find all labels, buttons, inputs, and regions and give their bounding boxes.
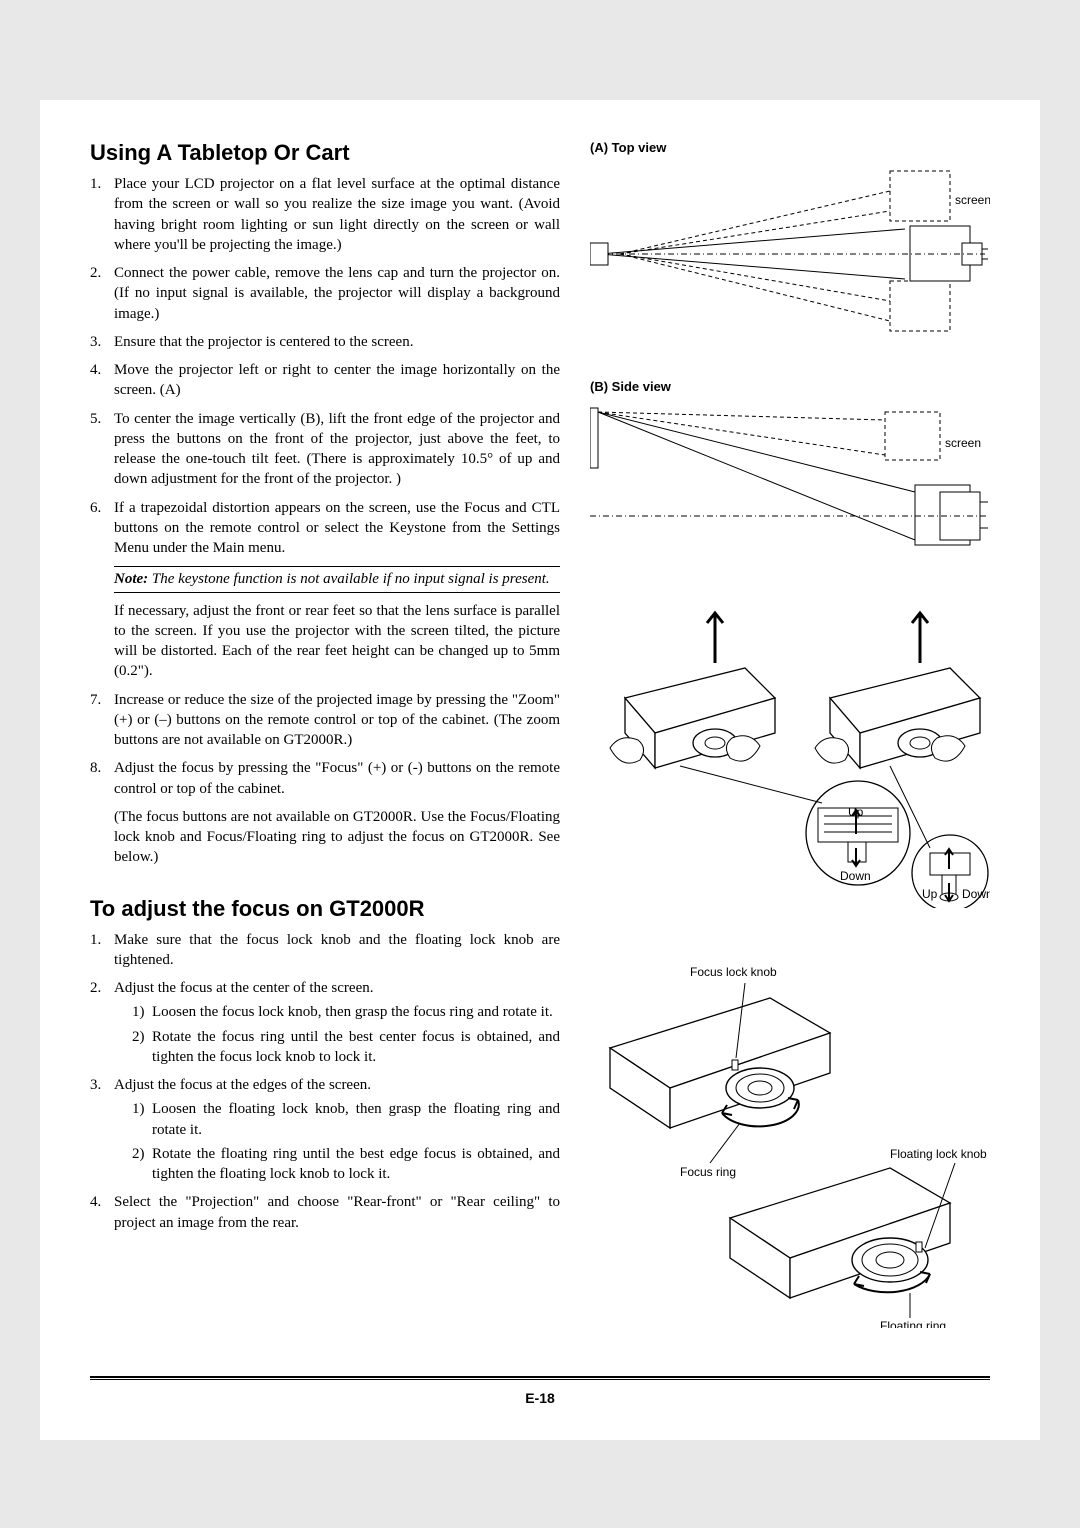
- floating-ring-label: Floating ring: [880, 1319, 946, 1328]
- step-5: To center the image vertically (B), lift…: [90, 409, 560, 490]
- s2-step-3-sub1: 1)Loosen the floating lock knob, then gr…: [132, 1099, 560, 1140]
- s2-step-3-sub: 1)Loosen the floating lock knob, then gr…: [114, 1099, 560, 1184]
- s2-step-4: Select the "Projection" and choose "Rear…: [90, 1192, 560, 1233]
- step-4: Move the projector left or right to cent…: [90, 360, 560, 401]
- step-7: Increase or reduce the size of the proje…: [90, 690, 560, 751]
- diagram-a-label: (A) Top view: [590, 140, 990, 155]
- tilt-feet-svg: Up Down Up Down: [590, 598, 990, 908]
- s2-step-2-text: Adjust the focus at the center of the sc…: [114, 980, 373, 996]
- s2-step-3-sub2: 2)Rotate the floating ring until the bes…: [132, 1144, 560, 1185]
- note-text: The keystone function is not available i…: [148, 571, 549, 587]
- s2-step-2-sub: 1)Loosen the focus lock knob, then grasp…: [114, 1002, 560, 1067]
- svg-text:screen: screen: [955, 193, 990, 207]
- focus-lock-label: Focus lock knob: [690, 965, 777, 979]
- focus-ring-label: Focus ring: [680, 1165, 736, 1179]
- section1-heading: Using A Tabletop Or Cart: [90, 140, 560, 166]
- s2-3-2-text: Rotate the floating ring until the best …: [152, 1146, 560, 1182]
- s2-step-3-text: Adjust the focus at the edges of the scr…: [114, 1077, 371, 1093]
- section1-list: Place your LCD projector on a flat level…: [90, 174, 560, 558]
- section2-list: Make sure that the focus lock knob and t…: [90, 930, 560, 1233]
- s2-step-2-sub1: 1)Loosen the focus lock knob, then grasp…: [132, 1002, 560, 1022]
- diagram-b-label: (B) Side view: [590, 379, 990, 394]
- note-block: Note: The keystone function is not avail…: [114, 566, 560, 592]
- svg-text:Down: Down: [962, 887, 990, 901]
- continuation-para-1: If necessary, adjust the front or rear f…: [90, 601, 560, 682]
- floating-lock-label: Floating lock knob: [890, 1147, 987, 1161]
- top-view-svg: screen: [590, 161, 990, 361]
- svg-text:Up: Up: [922, 887, 938, 901]
- s2-2-1-text: Loosen the focus lock knob, then grasp t…: [152, 1004, 553, 1020]
- step-3: Ensure that the projector is centered to…: [90, 332, 560, 352]
- section1-list-b: Increase or reduce the size of the proje…: [90, 690, 560, 799]
- step-8: Adjust the focus by pressing the "Focus"…: [90, 758, 560, 799]
- note-label: Note:: [114, 571, 148, 587]
- s2-2-2-text: Rotate the focus ring until the best cen…: [152, 1029, 560, 1065]
- diagram-focus-rings: Focus lock knob Focus ring: [590, 948, 990, 1328]
- left-column: Using A Tabletop Or Cart Place your LCD …: [90, 140, 560, 1346]
- s2-step-3: Adjust the focus at the edges of the scr…: [90, 1075, 560, 1184]
- diagram-side-view: screen: [590, 400, 990, 580]
- right-column: (A) Top view screen: [590, 140, 990, 1346]
- s2-step-1: Make sure that the focus lock knob and t…: [90, 930, 560, 971]
- s2-step-2-sub2: 2)Rotate the focus ring until the best c…: [132, 1027, 560, 1068]
- svg-text:screen: screen: [945, 436, 981, 450]
- svg-text:Down: Down: [840, 869, 871, 883]
- focus-rings-svg: Focus lock knob Focus ring: [590, 948, 990, 1328]
- step-1: Place your LCD projector on a flat level…: [90, 174, 560, 255]
- two-column-layout: Using A Tabletop Or Cart Place your LCD …: [90, 140, 990, 1346]
- continuation-para-2: (The focus buttons are not available on …: [90, 807, 560, 868]
- s2-3-1-text: Loosen the floating lock knob, then gras…: [152, 1101, 560, 1137]
- diagram-top-view: screen: [590, 161, 990, 361]
- page-number: E-18: [90, 1390, 990, 1406]
- footer-rule: [90, 1376, 990, 1380]
- document-page: Using A Tabletop Or Cart Place your LCD …: [40, 100, 1040, 1440]
- s2-step-2: Adjust the focus at the center of the sc…: [90, 978, 560, 1067]
- diagram-tilt-feet: Up Down Up Down: [590, 598, 990, 908]
- step-2: Connect the power cable, remove the lens…: [90, 263, 560, 324]
- step-6: If a trapezoidal distortion appears on t…: [90, 498, 560, 559]
- svg-text:Up: Up: [848, 805, 864, 819]
- section2-heading: To adjust the focus on GT2000R: [90, 896, 560, 922]
- side-view-svg: screen: [590, 400, 990, 580]
